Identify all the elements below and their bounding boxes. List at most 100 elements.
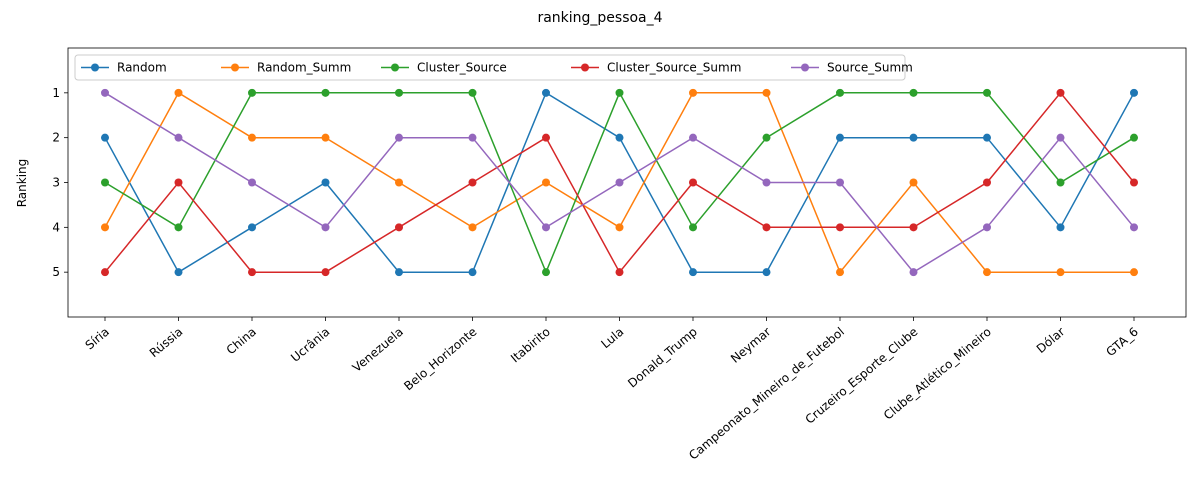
data-point xyxy=(321,178,330,187)
x-tick-label: Neymar xyxy=(728,325,773,366)
data-point xyxy=(468,178,477,187)
data-point xyxy=(1056,268,1065,277)
y-tick-label: 1 xyxy=(52,86,60,100)
data-point xyxy=(174,88,183,97)
data-point xyxy=(689,88,697,97)
data-point xyxy=(1130,268,1138,277)
data-point xyxy=(1056,88,1065,97)
data-point xyxy=(321,223,330,232)
data-point xyxy=(1130,88,1138,97)
legend-entry-label: Source_Summ xyxy=(827,61,913,75)
data-point xyxy=(836,268,844,277)
legend-box xyxy=(74,54,906,81)
data-point xyxy=(468,88,477,97)
data-point xyxy=(101,223,109,232)
data-point xyxy=(248,223,256,232)
data-point xyxy=(909,223,918,232)
data-point xyxy=(983,268,991,277)
data-point xyxy=(395,178,403,187)
data-point xyxy=(983,223,991,232)
data-point xyxy=(836,133,844,142)
x-tick-label: GTA_6 xyxy=(1103,325,1140,360)
data-point xyxy=(174,223,183,232)
data-point xyxy=(689,133,697,142)
legend: Random Random_Summ Cluster_Source Cluster_S… xyxy=(74,54,913,81)
y-tick-label: 3 xyxy=(52,176,60,190)
data-point xyxy=(174,178,183,187)
data-point xyxy=(909,88,918,97)
legend-swatch-marker xyxy=(91,63,99,72)
data-point xyxy=(542,268,550,277)
y-tick-label: 5 xyxy=(52,265,60,279)
data-point xyxy=(909,178,918,187)
data-point xyxy=(101,178,109,187)
data-point xyxy=(468,223,477,232)
x-tick-label: China xyxy=(224,325,259,358)
data-point xyxy=(248,88,256,97)
legend-swatch-marker xyxy=(581,63,589,72)
x-tick-label: Donald_Trump xyxy=(625,325,700,391)
legend-entry-label: Cluster_Source xyxy=(417,61,507,75)
data-point xyxy=(321,88,330,97)
data-point xyxy=(762,133,771,142)
y-tick-label: 2 xyxy=(52,131,60,145)
data-point xyxy=(468,268,477,277)
data-point xyxy=(983,133,991,142)
data-point xyxy=(542,178,550,187)
data-point xyxy=(836,88,844,97)
x-tick-label: Rússia xyxy=(147,325,186,361)
x-tick-label: Ucrânia xyxy=(288,325,332,365)
plot-area: 1 2 3 4 5 Síria Rússia China Ucrânia VenezuelaBel… xyxy=(52,47,1187,463)
chart-title: ranking_pessoa_4 xyxy=(537,10,662,26)
y-tick-label: 4 xyxy=(52,220,60,234)
data-point xyxy=(689,178,697,187)
data-point xyxy=(983,178,991,187)
data-point xyxy=(395,88,403,97)
legend-entry-label: Random_Summ xyxy=(257,61,351,75)
data-point xyxy=(395,268,403,277)
data-point xyxy=(1130,223,1138,232)
data-point xyxy=(101,133,109,142)
x-tick-label: Belo_Horizonte xyxy=(401,325,479,394)
plot-frame xyxy=(67,47,1187,318)
x-tick-label: Venezuela xyxy=(350,325,406,375)
data-point xyxy=(174,133,183,142)
data-point xyxy=(615,223,624,232)
data-point xyxy=(983,88,991,97)
data-point xyxy=(468,133,477,142)
data-point xyxy=(1130,133,1138,142)
data-point xyxy=(836,178,844,187)
x-tick-label: Síria xyxy=(83,325,112,353)
data-point xyxy=(615,88,624,97)
data-point xyxy=(1056,133,1065,142)
data-point xyxy=(248,133,256,142)
data-point xyxy=(836,223,844,232)
data-point xyxy=(101,88,109,97)
legend-swatch-marker xyxy=(231,63,239,72)
data-point xyxy=(762,178,771,187)
data-point xyxy=(909,268,918,277)
data-point xyxy=(101,268,109,277)
legend-swatch-marker xyxy=(391,63,399,72)
data-point xyxy=(395,133,403,142)
data-point xyxy=(689,223,697,232)
y-axis-label: Ranking xyxy=(15,159,29,208)
data-point xyxy=(762,268,771,277)
data-point xyxy=(1056,223,1065,232)
data-point xyxy=(615,133,624,142)
data-point xyxy=(1130,178,1138,187)
x-tick-label: Dólar xyxy=(1034,325,1068,356)
x-tick-label: Campeonato_Mineiro_de_Futebol xyxy=(686,325,847,463)
data-point xyxy=(248,178,256,187)
data-point xyxy=(615,178,624,187)
data-point xyxy=(248,268,256,277)
data-point xyxy=(395,223,403,232)
data-point xyxy=(762,223,771,232)
x-tick-label: Itabirito xyxy=(508,325,553,366)
data-point xyxy=(1056,178,1065,187)
legend-swatch-marker xyxy=(801,63,809,72)
x-tick-label: Lula xyxy=(598,325,626,352)
data-point xyxy=(689,268,697,277)
